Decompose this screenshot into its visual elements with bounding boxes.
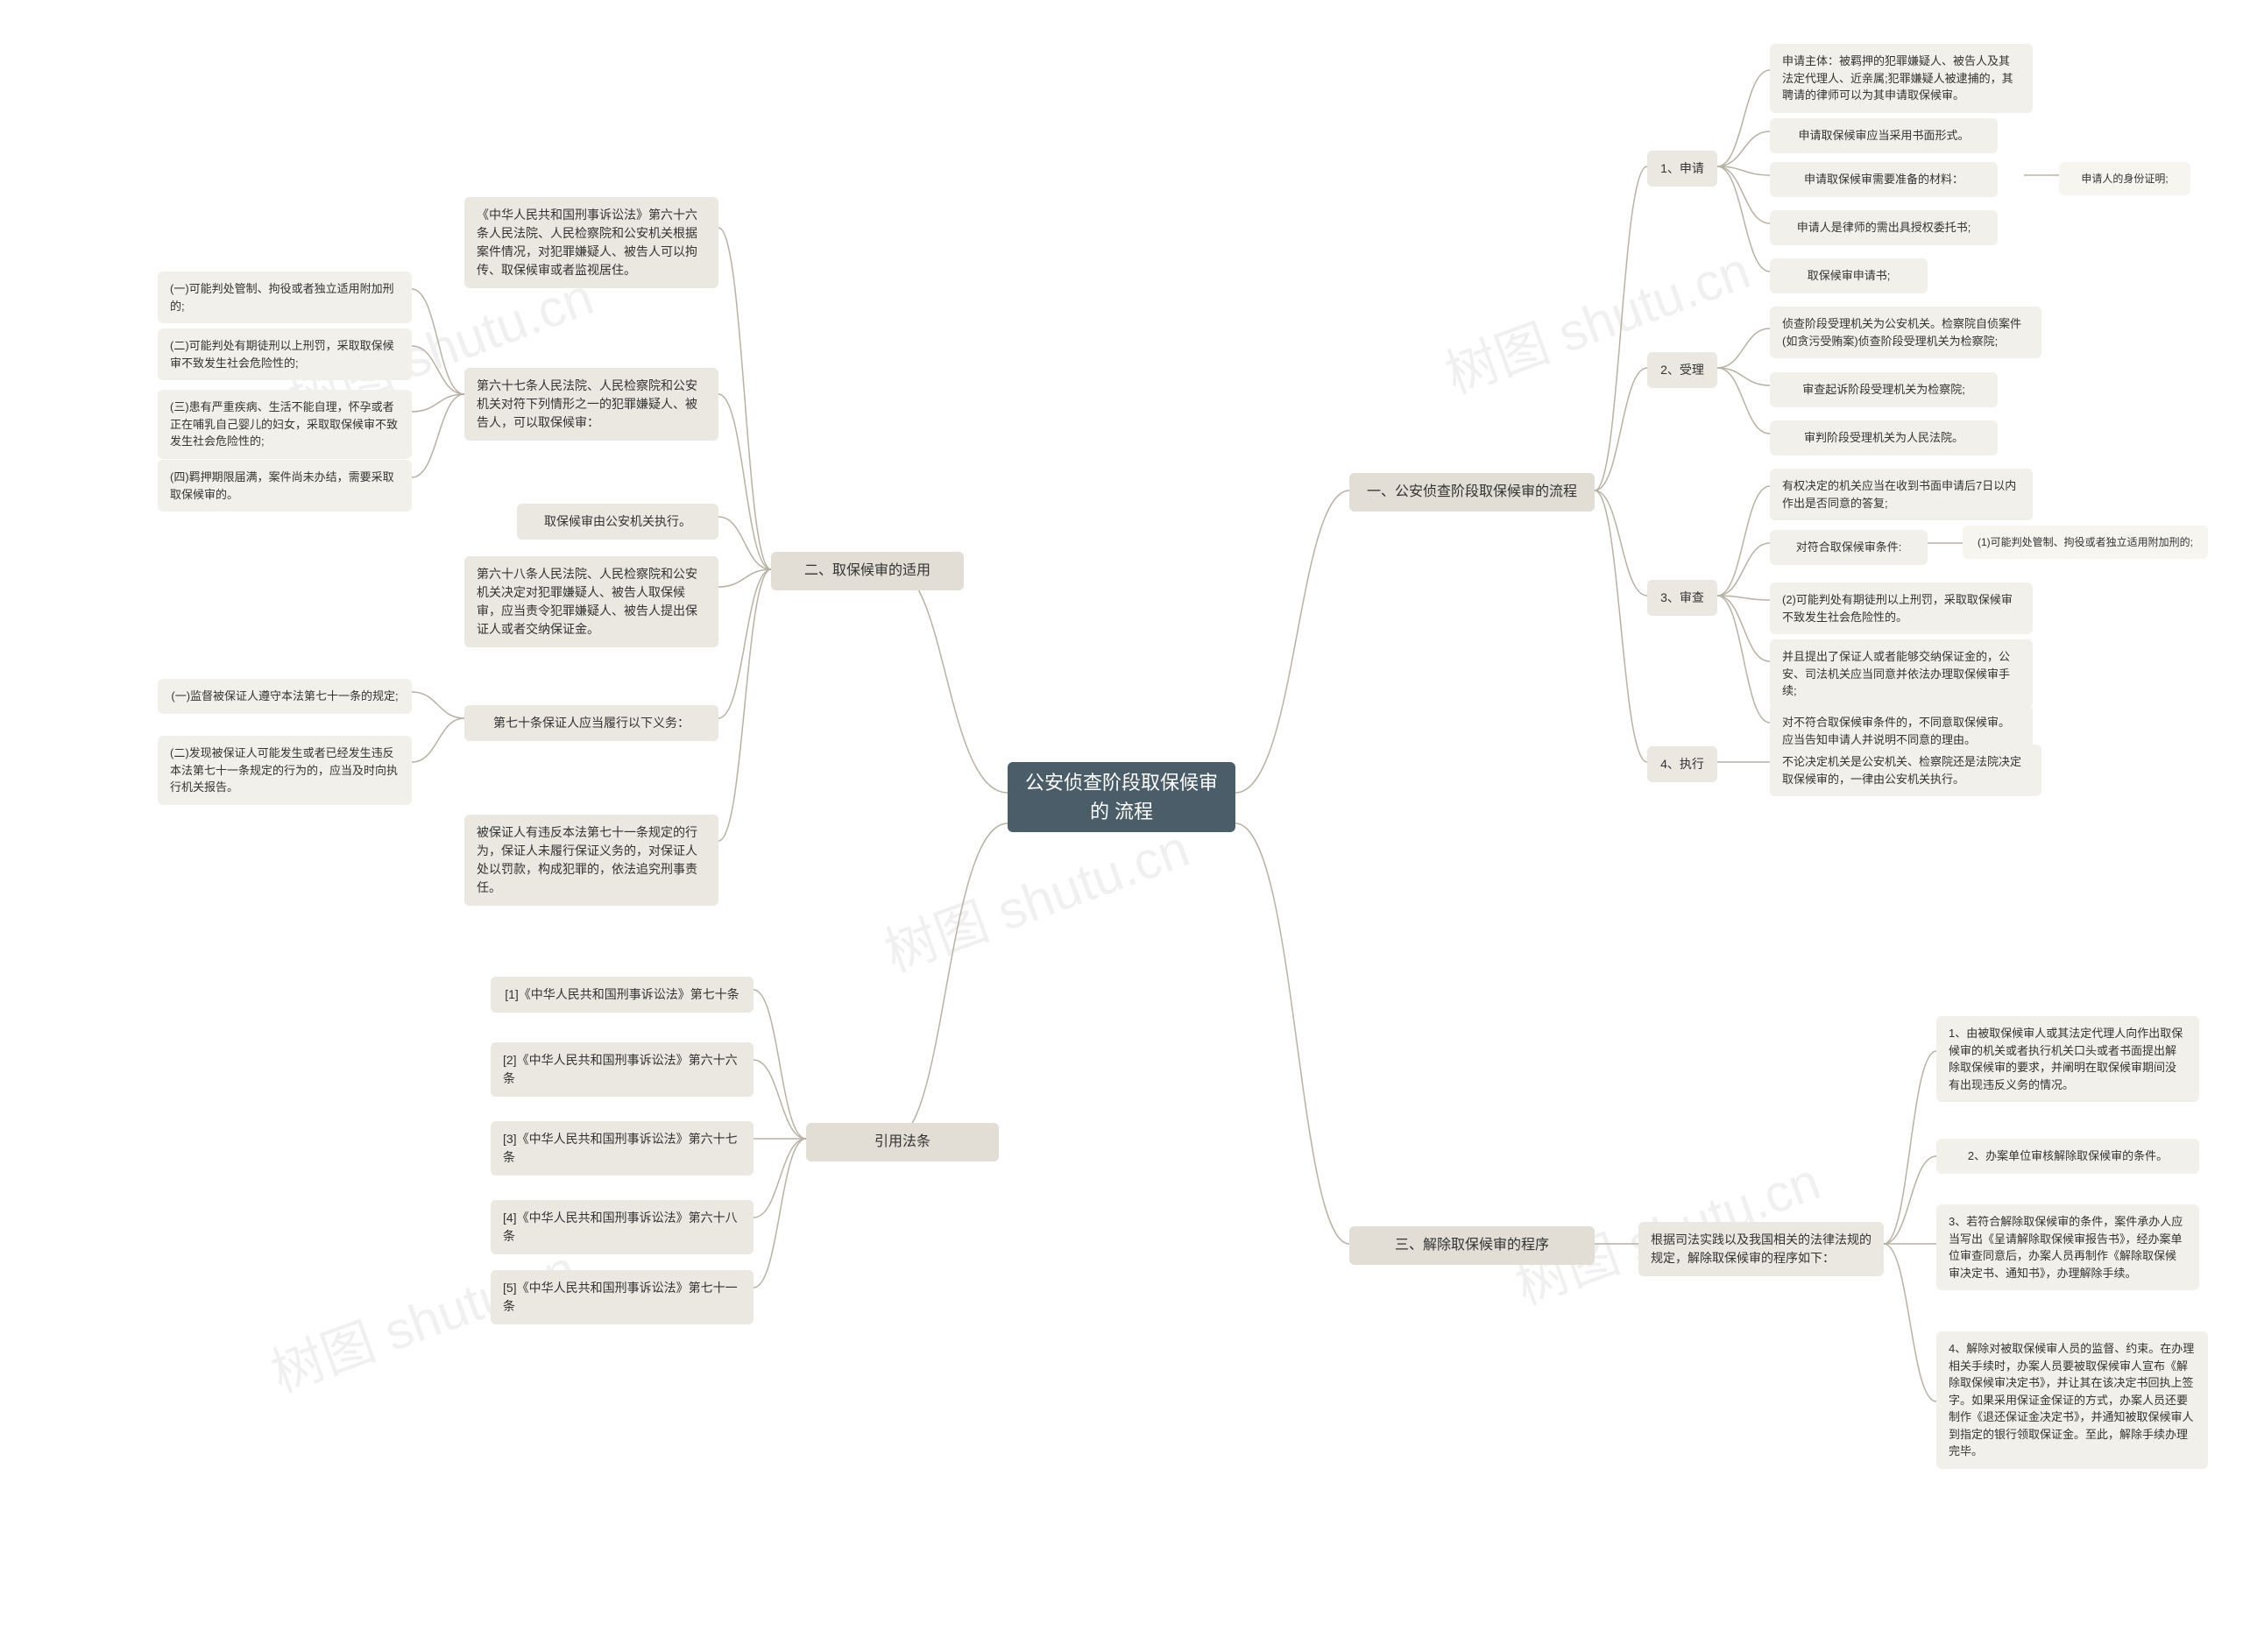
center-text: 公安侦查阶段取保候审的 流程 [1020, 768, 1223, 826]
text: 侦查阶段受理机关为公安机关。检察院自侦案件(如贪污受贿案)侦查阶段受理机关为检察… [1782, 315, 2029, 349]
s2-item-4-sub-0: (一)监督被保证人遵守本法第七十一条的规定; [158, 679, 412, 714]
s3-item-2: 3、若符合解除取保候审的条件，案件承办人应当写出《呈请解除取保候审报告书》，经办… [1936, 1204, 2199, 1290]
s2-item-1-sub-2: (三)患有严重疾病、生活不能自理，怀孕或者正在哺乳自己婴儿的妇女，采取取保候审不… [158, 390, 412, 459]
label: 2、受理 [1660, 361, 1704, 379]
text: 申请取保候审应当采用书面形式。 [1798, 127, 1969, 145]
text: 被保证人有违反本法第七十一条规定的行为，保证人未履行保证义务的，对保证人处以罚款… [477, 823, 706, 897]
s3-item-3: 4、解除对被取保候审人员的监督、约束。在办理相关手续时，办案人员要被取保候审人宣… [1936, 1331, 2208, 1469]
accept-child-1: 审查起诉阶段受理机关为检察院; [1770, 372, 1998, 407]
review-child-0: 有权决定的机关应当在收到书面申请后7日以内作出是否同意的答复; [1770, 469, 2033, 520]
label: 1、申请 [1660, 159, 1704, 178]
review-child-1-sub: (1)可能判处管制、拘役或者独立适用附加刑的; [1963, 526, 2208, 559]
text: 1、由被取保候审人或其法定代理人向作出取保候审的机关或者执行机关口头或者书面提出… [1949, 1025, 2187, 1093]
label: 4、执行 [1660, 755, 1704, 773]
label: 3、审查 [1660, 589, 1704, 607]
s2-item-4-sub-1: (二)发现被保证人可能发生或者已经发生违反本法第七十一条规定的行为的，应当及时向… [158, 736, 412, 805]
text: 审判阶段受理机关为人民法院。 [1804, 429, 1964, 447]
center-node: 公安侦查阶段取保候审的 流程 [1008, 762, 1235, 832]
law-0: [1]《中华人民共和国刑事诉讼法》第七十条 [491, 977, 754, 1013]
text: 4、解除对被取保候审人员的监督、约束。在办理相关手续时，办案人员要被取保候审人宣… [1949, 1340, 2196, 1460]
text: 根据司法实践以及我国相关的法律法规的规定，解除取保候审的程序如下： [1651, 1231, 1872, 1267]
apply-child-3: 申请人是律师的需出具授权委托书; [1770, 210, 1998, 245]
text: 第六十八条人民法院、人民检察院和公安机关决定对犯罪嫌疑人、被告人取保候审，应当责… [477, 565, 706, 639]
text: 第六十七条人民法院、人民检察院和公安机关对符下列情形之一的犯罪嫌疑人、被告人，可… [477, 377, 706, 432]
review-child-1: 对符合取保候审条件: [1770, 530, 1928, 565]
apply-child-4: 取保候审申请书; [1770, 258, 1928, 293]
s2-item-1-sub-3: (四)羁押期限届满，案件尚未办结，需要采取取保候审的。 [158, 460, 412, 512]
text: [1]《中华人民共和国刑事诉讼法》第七十条 [505, 985, 739, 1004]
apply-child-0: 申请主体：被羁押的犯罪嫌疑人、被告人及其法定代理人、近亲属;犯罪嫌疑人被逮捕的，… [1770, 44, 2033, 113]
s2-item-3: 第六十八条人民法院、人民检察院和公安机关决定对犯罪嫌疑人、被告人取保候审，应当责… [464, 556, 718, 647]
text: 取保候审由公安机关执行。 [544, 512, 691, 531]
text: (三)患有严重疾病、生活不能自理，怀孕或者正在哺乳自己婴儿的妇女，采取取保候审不… [170, 399, 400, 450]
text: (一)监督被保证人遵守本法第七十一条的规定; [171, 688, 398, 705]
text: 2、办案单位审核解除取保候审的条件。 [1968, 1147, 2168, 1165]
text: (2)可能判处有期徒刑以上刑罚，采取取保候审不致发生社会危险性的。 [1782, 591, 2020, 625]
text: [5]《中华人民共和国刑事诉讼法》第七十一条 [503, 1279, 741, 1316]
law-3: [4]《中华人民共和国刑事诉讼法》第六十八条 [491, 1200, 754, 1254]
s2-item-5: 被保证人有违反本法第七十一条规定的行为，保证人未履行保证义务的，对保证人处以罚款… [464, 815, 718, 906]
text: 《中华人民共和国刑事诉讼法》第六十六条人民法院、人民检察院和公安机关根据案件情况… [477, 206, 706, 279]
s2-item-1-sub-1: (二)可能判处有期徒刑以上刑罚，采取取保候审不致发生社会危险性的; [158, 328, 412, 380]
law-4: [5]《中华人民共和国刑事诉讼法》第七十一条 [491, 1270, 754, 1324]
s1-item-accept: 2、受理 [1647, 352, 1717, 388]
text: (二)发现被保证人可能发生或者已经发生违反本法第七十一条规定的行为的，应当及时向… [170, 745, 400, 796]
text: 并且提出了保证人或者能够交纳保证金的，公安、司法机关应当同意并依法办理取保候审手… [1782, 648, 2020, 700]
text: 审查起诉阶段受理机关为检察院; [1802, 381, 1965, 399]
text: 有权决定的机关应当在收到书面申请后7日以内作出是否同意的答复; [1782, 477, 2020, 512]
apply-child-2: 申请取保候审需要准备的材料： [1770, 162, 1998, 197]
s1-item-review: 3、审查 [1647, 580, 1717, 616]
section3-title: 三、解除取保候审的程序 [1349, 1226, 1595, 1265]
s2-item-2: 取保候审由公安机关执行。 [517, 504, 718, 540]
text: 申请人的身份证明; [2081, 171, 2168, 187]
text: 取保候审申请书; [1808, 267, 1891, 285]
s2-item-4: 第七十条保证人应当履行以下义务： [464, 705, 718, 741]
watermark: 树图 shutu.cn [873, 806, 1198, 986]
apply-child-2-sub: 申请人的身份证明; [2059, 162, 2190, 195]
review-child-2: (2)可能判处有期徒刑以上刑罚，采取取保候审不致发生社会危险性的。 [1770, 582, 2033, 634]
text: 对符合取保候审条件: [1796, 539, 1902, 556]
section1-title: 一、公安侦查阶段取保候审的流程 [1349, 473, 1595, 512]
law-1: [2]《中华人民共和国刑事诉讼法》第六十六条 [491, 1042, 754, 1097]
exec-child-0: 不论决定机关是公安机关、检察院还是法院决定取保候审的，一律由公安机关执行。 [1770, 745, 2041, 796]
section2-title: 二、取保候审的适用 [771, 552, 964, 590]
text: 申请主体：被羁押的犯罪嫌疑人、被告人及其法定代理人、近亲属;犯罪嫌疑人被逮捕的，… [1782, 53, 2020, 104]
text: (一)可能判处管制、拘役或者独立适用附加刑的; [170, 280, 400, 314]
text: [3]《中华人民共和国刑事诉讼法》第六十七条 [503, 1130, 741, 1167]
text: [2]《中华人民共和国刑事诉讼法》第六十六条 [503, 1051, 741, 1088]
text: 第七十条保证人应当履行以下义务： [493, 714, 690, 732]
review-child-3: 并且提出了保证人或者能够交纳保证金的，公安、司法机关应当同意并依法办理取保候审手… [1770, 639, 2033, 709]
text: 3、若符合解除取保候审的条件，案件承办人应当写出《呈请解除取保候审报告书》，经办… [1949, 1213, 2187, 1281]
text: [4]《中华人民共和国刑事诉讼法》第六十八条 [503, 1209, 741, 1246]
s2-item-1-sub-0: (一)可能判处管制、拘役或者独立适用附加刑的; [158, 272, 412, 323]
law-2: [3]《中华人民共和国刑事诉讼法》第六十七条 [491, 1121, 754, 1175]
accept-child-0: 侦查阶段受理机关为公安机关。检察院自侦案件(如贪污受贿案)侦查阶段受理机关为检察… [1770, 307, 2041, 358]
accept-child-2: 审判阶段受理机关为人民法院。 [1770, 420, 1998, 455]
s2-item-1: 第六十七条人民法院、人民检察院和公安机关对符下列情形之一的犯罪嫌疑人、被告人，可… [464, 368, 718, 441]
s3-item-1: 2、办案单位审核解除取保候审的条件。 [1936, 1139, 2199, 1174]
section1-title-text: 一、公安侦查阶段取保候审的流程 [1367, 482, 1577, 503]
text: (1)可能判处管制、拘役或者独立适用附加刑的; [1978, 534, 2193, 550]
text: (四)羁押期限届满，案件尚未办结，需要采取取保候审的。 [170, 469, 400, 503]
apply-child-1: 申请取保候审应当采用书面形式。 [1770, 118, 1998, 153]
s3-item-0: 1、由被取保候审人或其法定代理人向作出取保候审的机关或者执行机关口头或者书面提出… [1936, 1016, 2199, 1102]
laws-title: 引用法条 [806, 1123, 999, 1161]
s1-item-exec: 4、执行 [1647, 746, 1717, 782]
laws-title-text: 引用法条 [874, 1132, 930, 1153]
text: 申请人是律师的需出具授权委托书; [1797, 219, 1971, 237]
text: 对不符合取保候审条件的，不同意取保候审。应当告知申请人并说明不同意的理由。 [1782, 714, 2020, 748]
section3-title-text: 三、解除取保候审的程序 [1395, 1235, 1549, 1256]
text: (二)可能判处有期徒刑以上刑罚，采取取保候审不致发生社会危险性的; [170, 337, 400, 371]
text: 不论决定机关是公安机关、检察院还是法院决定取保候审的，一律由公安机关执行。 [1782, 753, 2029, 787]
s1-item-apply: 1、申请 [1647, 151, 1717, 187]
text: 申请取保候审需要准备的材料： [1804, 171, 1964, 188]
section3-intro: 根据司法实践以及我国相关的法律法规的规定，解除取保候审的程序如下： [1638, 1222, 1884, 1276]
s2-item-0: 《中华人民共和国刑事诉讼法》第六十六条人民法院、人民检察院和公安机关根据案件情况… [464, 197, 718, 288]
section2-title-text: 二、取保候审的适用 [804, 561, 930, 582]
